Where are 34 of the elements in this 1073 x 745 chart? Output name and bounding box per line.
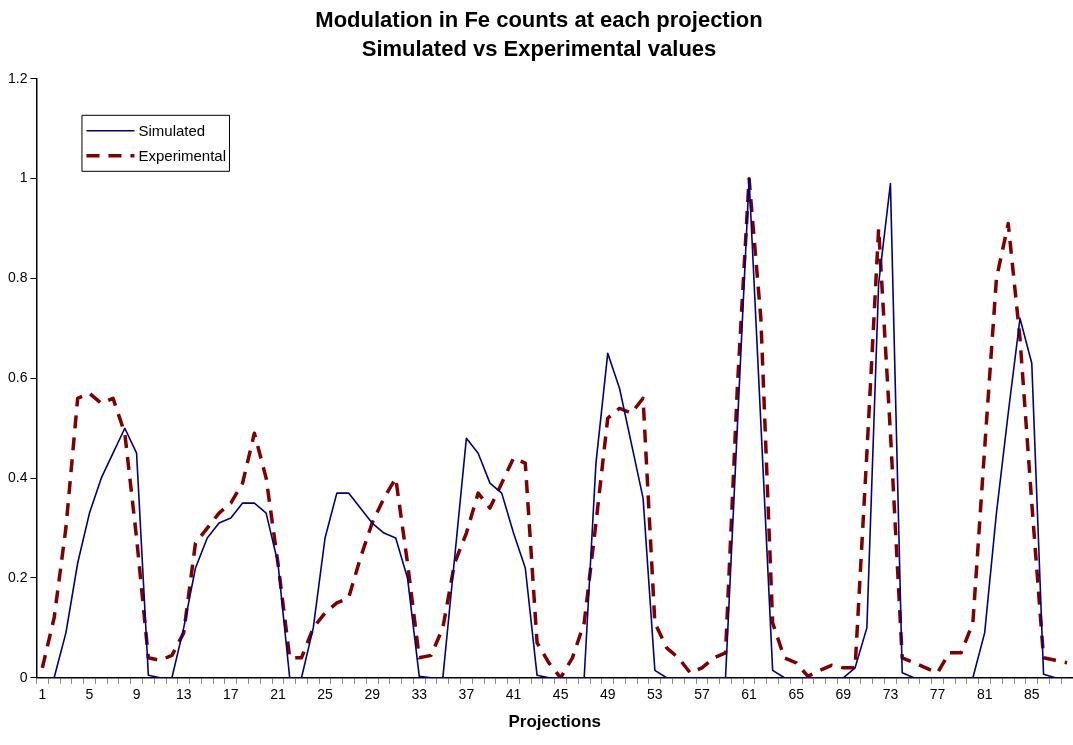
x-tick-label: 1 [38,686,47,703]
y-tick-label: 0.6 [7,369,28,386]
x-tick-label: 77 [929,686,946,703]
x-tick-label: 21 [270,686,286,703]
x-tick-label: 69 [835,686,852,703]
x-tick-label: 9 [132,686,141,703]
legend-label: Experimental [138,146,227,164]
x-tick-label: 57 [694,686,710,703]
x-tick-label: 33 [411,686,428,703]
y-tick-label: 1 [19,169,28,186]
x-tick-label: 29 [364,686,381,703]
x-tick-label: 73 [882,686,899,703]
x-tick-label: 5 [85,686,94,703]
y-tick-label: 0.8 [7,269,28,286]
x-tick-label: 41 [505,686,522,703]
x-tick-label: 25 [317,686,334,703]
legend-label: Simulated [138,121,206,139]
y-tick-label: 0.4 [7,468,28,485]
chart-title: Modulation in Fe counts at each projection [315,7,763,33]
x-axis-title: Projections [508,712,602,732]
x-tick-label: 45 [552,686,569,703]
x-tick-label: 17 [223,686,239,703]
x-tick-label: 81 [976,686,993,703]
x-tick-label: 65 [788,686,805,703]
x-tick-label: 85 [1023,686,1040,703]
y-tick-label: 0 [19,668,28,685]
x-tick-label: 37 [458,686,475,703]
y-tick-label: 1.2 [7,69,28,86]
x-tick-label: 49 [599,686,616,703]
chart-subtitle: Simulated vs Experimental values [361,35,717,61]
x-tick-label: 61 [741,686,758,703]
y-tick-label: 0.2 [7,568,28,585]
x-tick-label: 13 [175,686,192,703]
x-tick-label: 53 [647,686,663,703]
